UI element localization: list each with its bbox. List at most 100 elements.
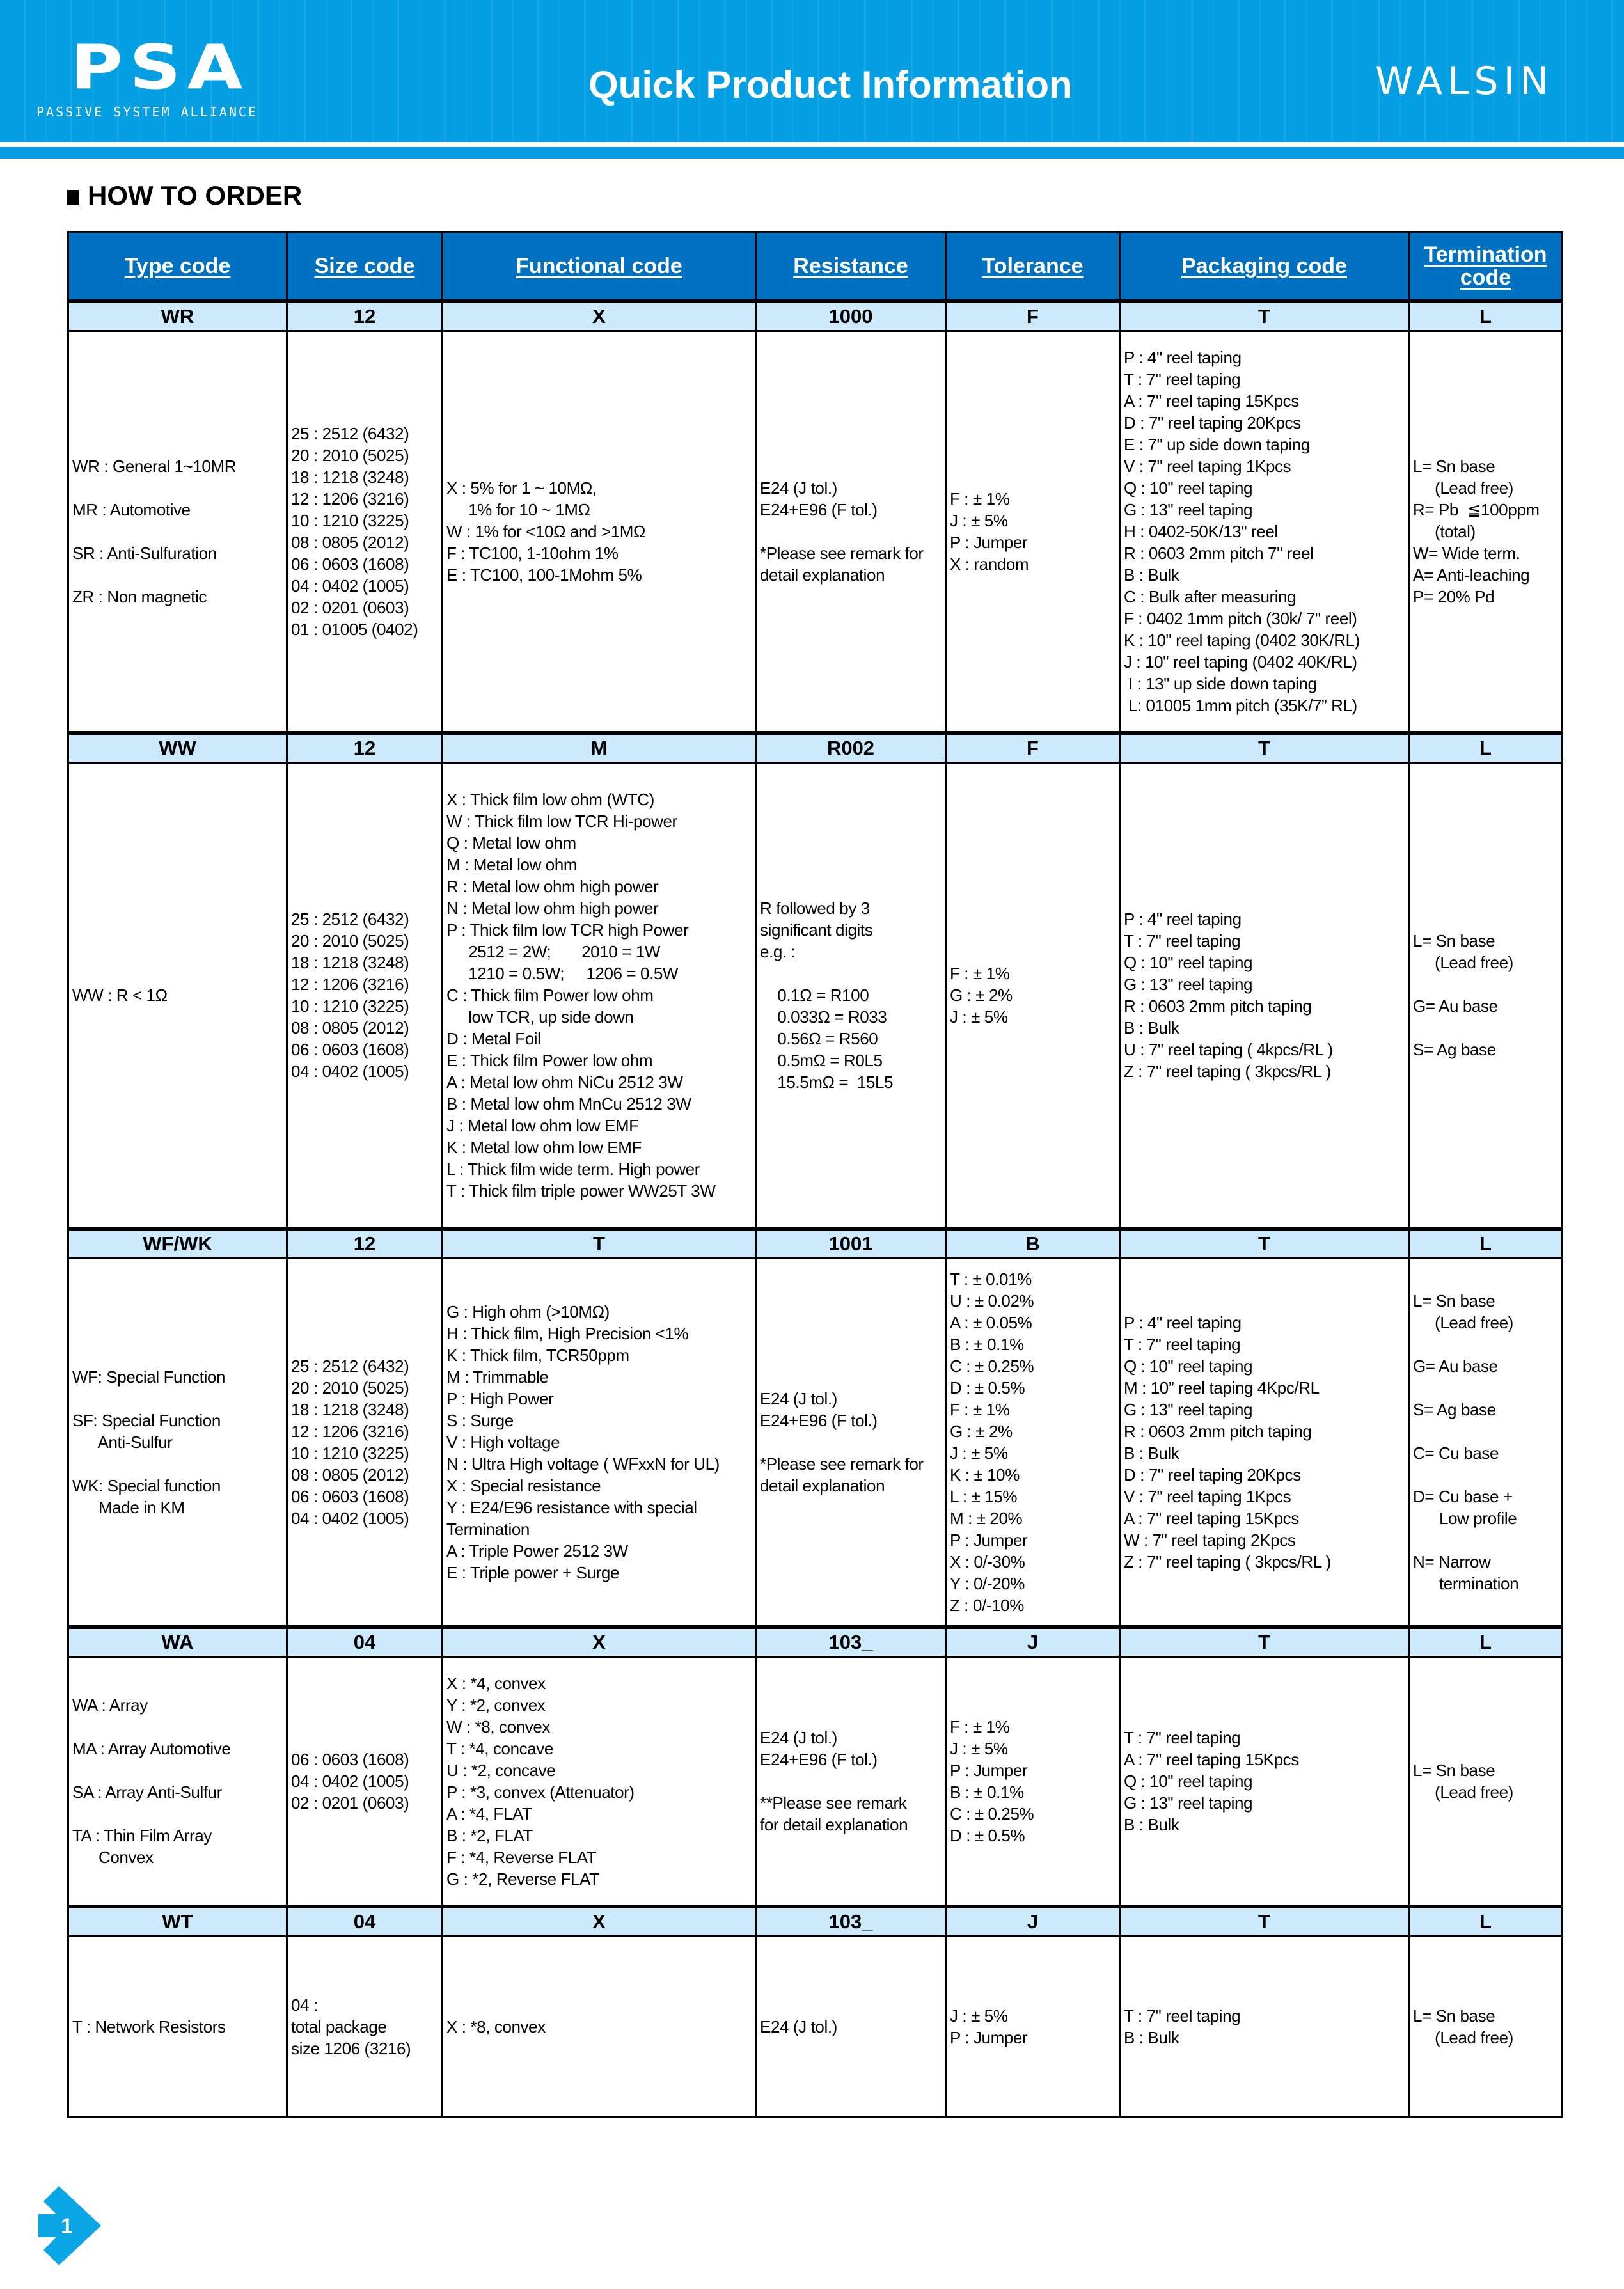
option-line: V : High voltage [446,1432,560,1452]
example-type-code: WR [67,299,288,332]
option-line: Q : 10" reel taping [1124,952,1253,972]
option-line: B : ± 0.1% [950,1782,1024,1802]
option-line: (Lead free) [1413,478,1513,498]
example-tolerance: J [945,1905,1121,1937]
option-line: P : 4" reel taping [1124,1312,1242,1332]
column-header-resistance[interactable]: Resistance [755,231,947,303]
option-line: U : *2, concave [446,1760,556,1780]
option-line: G : ± 2% [950,1421,1013,1441]
option-line: L= Sn base [1413,1760,1495,1780]
option-line: (Lead free) [1413,2028,1513,2047]
option-line: K : Metal low ohm low EMF [446,1137,642,1157]
example-termination-code: L [1408,1227,1563,1259]
resistance-options: E24 (J tol.) E24+E96 (F tol.) **Please see… [755,1655,947,1908]
option-line: E24+E96 (F tol.) [760,1749,878,1769]
option-line: C : ± 0.25% [950,1356,1034,1376]
option-line: 20 : 2010 (5025) [291,1378,409,1397]
option-line: K : Thick film, TCR50ppm [446,1345,629,1365]
option-line: J : ± 5% [950,1443,1008,1463]
option-line [72,564,283,586]
option-line: 06 : 0603 (1608) [291,1486,409,1506]
option-line: T : ± 0.01% [950,1269,1032,1289]
option-line: G : 13" reel taping [1124,499,1253,519]
option-line: 25 : 2512 (6432) [291,909,409,929]
option-line: significant digits [760,920,873,940]
tolerance-options: T : ± 0.01% U : ± 0.02% A : ± 0.05% B : ± 0… [945,1257,1121,1628]
option-line [72,1803,283,1825]
option-line: D= Cu base + [1413,1486,1513,1506]
option-line: W : 7" reel taping 2Kpcs [1124,1530,1296,1550]
option-line: G : ± 2% [950,985,1013,1005]
column-header-functional-code[interactable]: Functional code [441,231,757,303]
option-line: Q : 10" reel taping [1124,1356,1253,1376]
option-line: X : *4, convex [446,1673,546,1693]
option-line: 10 : 1210 (3225) [291,510,409,530]
example-code-row: WF/WK 12 T 1001 B T L [67,1227,1563,1259]
option-line: F : *4, Reverse FLAT [446,1847,597,1867]
option-line [1413,1529,1558,1551]
option-line: 20 : 2010 (5025) [291,445,409,465]
option-line: *Please see remark for [760,1454,924,1474]
option-line [72,1759,283,1781]
option-line: detail explanation [760,565,885,585]
column-header-termination-code[interactable]: Termination code [1408,231,1563,303]
option-line: size 1206 (3216) [291,2039,411,2058]
option-line: 10 : 1210 (3225) [291,996,409,1016]
option-line: H : Thick film, High Precision <1% [446,1323,689,1343]
option-line: 04 : 0402 (1005) [291,1771,409,1791]
option-line: A : Triple Power 2512 3W [446,1541,628,1561]
option-line: U : 7" reel taping ( 4kpcs/RL ) [1124,1039,1333,1059]
option-line: G : 13" reel taping [1124,1793,1253,1813]
option-line: (Lead free) [1413,1782,1513,1802]
column-header-size-code[interactable]: Size code [286,231,443,303]
option-line: 08 : 0805 (2012) [291,532,409,552]
option-line [760,521,942,542]
option-line: Y : 0/-20% [950,1573,1025,1593]
page-number: 1 [61,2214,73,2238]
option-line [72,1453,283,1475]
column-header-type-code[interactable]: Type code [67,231,288,303]
example-code-row: WT 04 X 103_ J T L [67,1905,1563,1937]
option-line: G : 13" reel taping [1124,1399,1253,1419]
option-line: 18 : 1218 (3248) [291,952,409,972]
size-code-options: 04 : total package size 1206 (3216) [286,1935,443,2118]
type-code-options: WA : Array MA : Array Automotive SA : Arra… [67,1655,288,1908]
arrow-icon [38,2186,101,2265]
option-line: Z : 7" reel taping ( 3kpcs/RL ) [1124,1552,1331,1571]
column-header-packaging-code[interactable]: Packaging code [1119,231,1410,303]
resistance-options: E24 (J tol.) E24+E96 (F tol.) *Please see … [755,330,947,734]
option-line: T : Thick film triple power WW25T 3W [446,1181,716,1200]
option-line: T : 7" reel taping [1124,1334,1241,1354]
tolerance-options: F : ± 1% J : ± 5% P : Jumper X : random [945,330,1121,734]
header-banner [0,0,1624,142]
resistance-options: E24 (J tol.) E24+E96 (F tol.) *Please see … [755,1257,947,1628]
option-line: 12 : 1206 (3216) [291,974,409,994]
size-code-options: 25 : 2512 (6432) 20 : 2010 (5025) 18 : 121… [286,330,443,734]
option-line: E : TC100, 100-1Mohm 5% [446,565,642,585]
option-line: J : 10" reel taping (0402 40K/RL) [1124,652,1357,672]
column-header-tolerance[interactable]: Tolerance [945,231,1121,303]
type-code-options: T : Network Resistors [67,1935,288,2118]
detail-row: WF: Special Function SF: Special Function… [67,1257,1563,1628]
option-line: D : ± 0.5% [950,1825,1025,1845]
option-line: F : ± 1% [950,1399,1010,1419]
option-line: W : Thick film low TCR Hi-power [446,811,677,831]
option-line: 0.033Ω = R033 [760,1007,887,1027]
option-line: P= 20% Pd [1413,586,1495,606]
option-line: total package [291,2017,387,2036]
option-line: R : Metal low ohm high power [446,876,659,896]
option-line: 01 : 01005 (0402) [291,619,418,639]
example-size-code: 12 [286,1227,443,1259]
option-line: B : Bulk [1124,1443,1179,1463]
option-line: 15.5mΩ = 15L5 [760,1072,894,1092]
type-code-options: WR : General 1~10MR MR : Automotive SR : A… [67,330,288,734]
example-termination-code: L [1408,1905,1563,1937]
option-line: MR : Automotive [72,499,191,519]
option-line: P : Jumper [950,1530,1028,1550]
option-line: T : Network Resistors [72,2017,226,2036]
option-line: T : *4, concave [446,1738,553,1758]
page-number-badge: 1 [38,2186,102,2265]
option-line: A : Metal low ohm NiCu 2512 3W [446,1072,683,1092]
example-code-row: WA 04 X 103_ J T L [67,1624,1563,1658]
option-line: P : High Power [446,1388,554,1408]
